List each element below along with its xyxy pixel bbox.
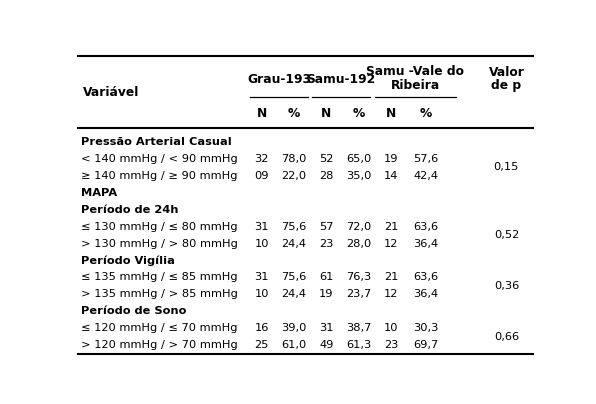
Text: 35,0: 35,0 [346, 171, 371, 181]
Text: %: % [420, 107, 432, 120]
Text: 28,0: 28,0 [346, 238, 371, 248]
Text: 31: 31 [319, 323, 334, 333]
Text: de p: de p [491, 79, 522, 92]
Text: N: N [256, 107, 266, 120]
Text: 24,4: 24,4 [281, 238, 306, 248]
Text: Variável: Variável [83, 86, 139, 99]
Text: 23: 23 [384, 340, 398, 350]
Text: 19: 19 [319, 289, 334, 299]
Text: 38,7: 38,7 [346, 323, 371, 333]
Text: 12: 12 [384, 238, 398, 248]
Text: 21: 21 [384, 221, 398, 231]
Text: Samu -Vale do: Samu -Vale do [366, 65, 464, 78]
Text: 63,6: 63,6 [413, 272, 438, 282]
Text: > 120 mmHg / > 70 mmHg: > 120 mmHg / > 70 mmHg [80, 340, 237, 350]
Text: 10: 10 [254, 289, 269, 299]
Text: N: N [321, 107, 331, 120]
Text: 19: 19 [384, 154, 398, 164]
Text: 57: 57 [319, 221, 334, 231]
Text: 0,66: 0,66 [494, 332, 519, 342]
Text: 78,0: 78,0 [281, 154, 306, 164]
Text: 23,7: 23,7 [346, 289, 371, 299]
Text: 10: 10 [254, 238, 269, 248]
Text: 65,0: 65,0 [346, 154, 371, 164]
Text: 31: 31 [254, 221, 269, 231]
Text: 30,3: 30,3 [413, 323, 438, 333]
Text: 16: 16 [254, 323, 269, 333]
Text: MAPA: MAPA [80, 188, 117, 198]
Text: 75,6: 75,6 [281, 272, 306, 282]
Text: 61,3: 61,3 [346, 340, 371, 350]
Text: ≤ 135 mmHg / ≤ 85 mmHg: ≤ 135 mmHg / ≤ 85 mmHg [80, 272, 237, 282]
Text: Período de Sono: Período de Sono [80, 306, 186, 316]
Text: 0,52: 0,52 [493, 230, 519, 240]
Text: ≥ 140 mmHg / ≥ 90 mmHg: ≥ 140 mmHg / ≥ 90 mmHg [80, 171, 237, 181]
Text: %: % [288, 107, 300, 120]
Text: 72,0: 72,0 [346, 221, 371, 231]
Text: 36,4: 36,4 [413, 238, 438, 248]
Text: 14: 14 [384, 171, 398, 181]
Text: > 135 mmHg / > 85 mmHg: > 135 mmHg / > 85 mmHg [80, 289, 237, 299]
Text: N: N [386, 107, 396, 120]
Text: 49: 49 [319, 340, 333, 350]
Text: %: % [352, 107, 365, 120]
Text: 09: 09 [254, 171, 269, 181]
Text: 36,4: 36,4 [413, 289, 438, 299]
Text: 0,15: 0,15 [493, 162, 519, 172]
Text: 23: 23 [319, 238, 333, 248]
Text: Período de 24h: Período de 24h [80, 204, 178, 215]
Text: ≤ 120 mmHg / ≤ 70 mmHg: ≤ 120 mmHg / ≤ 70 mmHg [80, 323, 237, 333]
Text: 69,7: 69,7 [413, 340, 438, 350]
Text: Samu-192: Samu-192 [306, 73, 376, 86]
Text: < 140 mmHg / < 90 mmHg: < 140 mmHg / < 90 mmHg [80, 154, 237, 164]
Text: Grau-193: Grau-193 [247, 73, 311, 86]
Text: 42,4: 42,4 [413, 171, 438, 181]
Text: 76,3: 76,3 [346, 272, 371, 282]
Text: Pressão Arterial Casual: Pressão Arterial Casual [80, 137, 231, 147]
Text: Período Vigília: Período Vigília [80, 255, 175, 266]
Text: 61,0: 61,0 [281, 340, 306, 350]
Text: 10: 10 [384, 323, 398, 333]
Text: 0,36: 0,36 [493, 281, 519, 291]
Text: 52: 52 [319, 154, 333, 164]
Text: 25: 25 [254, 340, 269, 350]
Text: Valor: Valor [489, 66, 524, 79]
Text: Ribeira: Ribeira [390, 79, 440, 92]
Text: > 130 mmHg / > 80 mmHg: > 130 mmHg / > 80 mmHg [80, 238, 237, 248]
Text: 32: 32 [254, 154, 269, 164]
Text: 22,0: 22,0 [281, 171, 306, 181]
Text: 31: 31 [254, 272, 269, 282]
Text: ≤ 130 mmHg / ≤ 80 mmHg: ≤ 130 mmHg / ≤ 80 mmHg [80, 221, 237, 231]
Text: 24,4: 24,4 [281, 289, 306, 299]
Text: 28: 28 [319, 171, 333, 181]
Text: 61: 61 [319, 272, 333, 282]
Text: 57,6: 57,6 [413, 154, 438, 164]
Text: 39,0: 39,0 [281, 323, 306, 333]
Text: 21: 21 [384, 272, 398, 282]
Text: 12: 12 [384, 289, 398, 299]
Text: 63,6: 63,6 [413, 221, 438, 231]
Text: 75,6: 75,6 [281, 221, 306, 231]
